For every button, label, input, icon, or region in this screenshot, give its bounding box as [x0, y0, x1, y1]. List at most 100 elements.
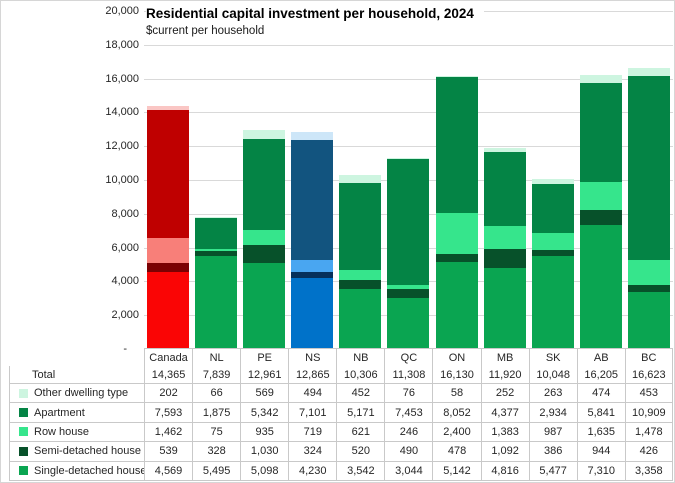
table-cell-apartment: 4,377 [480, 403, 529, 423]
stacked-bar-PE [243, 129, 286, 349]
bar-column-PE [240, 11, 288, 349]
bar-column-QC [384, 11, 432, 349]
table-cell-other: 569 [240, 384, 289, 404]
y-axis-zero-label: - [123, 343, 127, 355]
bar-column-NL [192, 11, 240, 349]
total-row-label: Total [9, 366, 144, 384]
table-cell-semi: 490 [384, 442, 433, 462]
series-name: Row house [34, 425, 90, 438]
bar-column-BC [625, 11, 673, 349]
bar-segment-other [195, 216, 238, 218]
row-label-apartment: Apartment [9, 403, 144, 423]
bar-segment-apartment [147, 109, 190, 238]
stacked-bar-Canada [147, 106, 190, 349]
table-cell-single: 4,816 [480, 461, 529, 481]
bar-column-NB [336, 11, 384, 349]
bar-segment-apartment [195, 217, 238, 250]
table-cell-apartment: 7,593 [144, 403, 193, 423]
y-axis-tick-label: 4,000 [111, 275, 139, 288]
table-cell-single: 3,044 [384, 461, 433, 481]
bar-segment-row [147, 237, 190, 263]
stacked-bar-NL [195, 216, 238, 349]
region-header: SK [528, 348, 577, 366]
bar-segment-other [147, 106, 190, 110]
bar-column-Canada [144, 11, 192, 349]
bar-column-SK [529, 11, 577, 349]
table-cell-single: 3,358 [624, 461, 673, 481]
table-cell-row: 987 [528, 422, 577, 443]
bar-column-ON [433, 11, 481, 349]
table-cell-apartment: 8,052 [432, 403, 481, 423]
table-cell-other: 76 [384, 384, 433, 404]
series-name: Semi-detached house [34, 445, 142, 458]
row-label-other: Other dwelling type [9, 384, 144, 404]
table-cell-semi: 1,030 [240, 442, 289, 462]
table-cell-semi: 478 [432, 442, 481, 462]
region-header: ON [432, 348, 481, 366]
gridline [144, 112, 673, 114]
title-block: Residential capital investment per house… [146, 5, 484, 40]
region-header: NL [192, 348, 241, 366]
table-cell-other: 263 [528, 384, 577, 404]
plot-area [144, 11, 673, 349]
bar-segment-single [243, 262, 286, 349]
bar-segment-semi [387, 289, 430, 298]
table-cell-single: 7,310 [576, 461, 625, 481]
bar-segment-semi [147, 262, 190, 272]
bar-segment-row [579, 181, 622, 210]
region-header: BC [624, 348, 673, 366]
table-cell-apartment: 7,101 [288, 403, 337, 423]
bar-segment-other [627, 68, 670, 76]
table-cell-semi: 324 [288, 442, 337, 462]
bar-segment-semi [195, 250, 238, 257]
table-cell-semi: 386 [528, 442, 577, 462]
bar-column-NS [288, 11, 336, 349]
y-axis-tick-label: 18,000 [105, 38, 139, 51]
region-header: NB [336, 348, 385, 366]
table-corner-blank [9, 348, 144, 366]
bar-segment-apartment [387, 159, 430, 286]
table-cell-apartment: 1,875 [192, 403, 241, 423]
row-label-row: Row house [9, 422, 144, 443]
bar-segment-apartment [243, 139, 286, 230]
bar-segment-other [483, 147, 526, 152]
bar-segment-single [195, 256, 238, 349]
row-label-semi: Semi-detached house [9, 442, 144, 462]
table-cell-row: 1,478 [624, 422, 673, 443]
gridline [144, 78, 673, 80]
bar-segment-single [339, 289, 382, 349]
stacked-bar-MB [483, 147, 526, 349]
y-axis-tick-label: 8,000 [111, 207, 139, 220]
y-axis-tick-label: 6,000 [111, 241, 139, 254]
bar-segment-apartment [579, 83, 622, 182]
gridline [144, 146, 673, 148]
table-cell-other: 494 [288, 384, 337, 404]
stacked-bar-BC [627, 68, 670, 349]
bar-column-AB [577, 11, 625, 349]
bar-segment-semi [243, 245, 286, 263]
y-axis-tick-label: 10,000 [105, 174, 139, 186]
legend-swatch-semi [19, 446, 28, 456]
total-value: 10,048 [528, 366, 577, 384]
total-value: 10,306 [336, 366, 385, 384]
bar-column-MB [481, 11, 529, 349]
bar-segment-semi [291, 272, 334, 278]
table-cell-semi: 539 [144, 442, 193, 462]
chart-title: Residential capital investment per house… [146, 6, 474, 21]
y-axis-tick-label: 14,000 [105, 106, 139, 119]
table-cell-row: 1,635 [576, 422, 625, 443]
table-cell-row: 719 [288, 422, 337, 443]
table-cell-other: 66 [192, 384, 241, 404]
table-cell-apartment: 2,934 [528, 403, 577, 423]
table-cell-apartment: 7,453 [384, 403, 433, 423]
bar-segment-single [483, 267, 526, 349]
y-axis-tick-label: 2,000 [111, 309, 139, 322]
table-cell-other: 202 [144, 384, 193, 404]
region-header: QC [384, 348, 433, 366]
table-cell-single: 5,477 [528, 461, 577, 481]
bar-segment-apartment [483, 151, 526, 226]
table-cell-row: 935 [240, 422, 289, 443]
bar-segment-other [531, 179, 574, 184]
bar-segment-row [387, 285, 430, 290]
y-axis-tick-label: 16,000 [105, 72, 139, 85]
